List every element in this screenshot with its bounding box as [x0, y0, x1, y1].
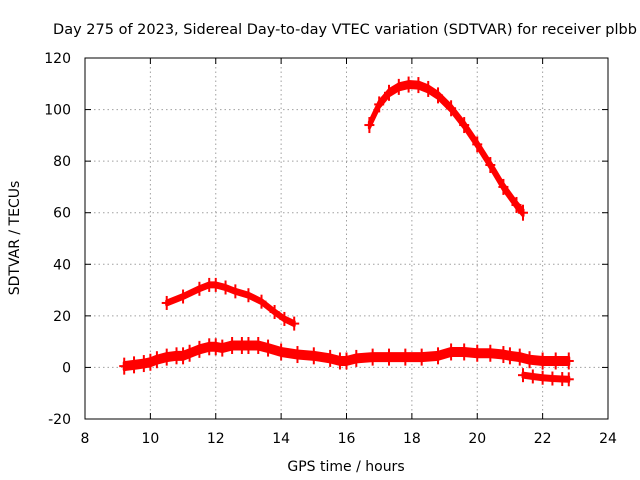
data-point — [230, 284, 241, 299]
data-point — [289, 316, 300, 331]
data-point — [504, 347, 515, 365]
data-point — [498, 178, 509, 195]
x-axis: 8 10 12 14 16 18 20 22 24 — [81, 58, 617, 447]
x-tick-label: 18 — [403, 431, 421, 447]
data-point — [403, 76, 414, 93]
data-point — [129, 356, 140, 374]
data-point — [485, 157, 496, 174]
series-band-line — [367, 86, 525, 218]
data-point — [550, 352, 561, 370]
data-point — [194, 340, 205, 358]
data-point — [217, 339, 228, 357]
data-point — [393, 78, 404, 95]
data-point — [119, 357, 130, 375]
data-point — [263, 339, 274, 357]
data-point — [563, 372, 574, 387]
data-point — [161, 348, 172, 366]
data-point — [383, 84, 394, 101]
data-point — [243, 288, 254, 303]
data-point — [498, 346, 509, 364]
series-arc-low-baseline — [119, 337, 574, 375]
data-point — [413, 77, 424, 94]
series-arc-large-hump — [364, 76, 529, 221]
data-point — [138, 355, 149, 373]
data-point — [416, 348, 427, 366]
y-tick-label: 80 — [53, 154, 71, 170]
data-point — [527, 369, 538, 384]
x-tick-label: 12 — [207, 431, 225, 447]
data-point — [514, 348, 525, 366]
data-point — [279, 311, 290, 326]
data-point — [374, 96, 385, 113]
series-band-line — [521, 375, 571, 383]
data-point — [308, 347, 319, 365]
y-tick-label: 100 — [44, 103, 71, 119]
data-point — [383, 348, 394, 366]
data-point — [161, 295, 172, 310]
x-tick-label: 20 — [468, 431, 486, 447]
data-point — [423, 80, 434, 97]
data-point — [145, 353, 156, 371]
data-point — [446, 343, 457, 361]
y-tick-label: 120 — [44, 51, 71, 67]
x-tick-label: 10 — [141, 431, 159, 447]
data-point — [446, 100, 457, 117]
data-point — [253, 337, 264, 355]
x-tick-label: 8 — [81, 431, 90, 447]
data-point — [194, 281, 205, 296]
data-point — [459, 343, 470, 361]
y-axis: -20 0 20 40 60 80 100 120 — [44, 51, 608, 428]
data-point — [518, 368, 529, 383]
y-tick-label: 20 — [53, 309, 71, 325]
data-point — [341, 352, 352, 370]
data-point — [537, 352, 548, 370]
x-tick-label: 14 — [272, 431, 290, 447]
data-point — [400, 348, 411, 366]
y-axis-label: SDTVAR / TECUs — [7, 181, 23, 296]
x-tick-label: 16 — [338, 431, 356, 447]
data-point — [210, 338, 221, 356]
data-point — [433, 347, 444, 365]
chart-title: Day 275 of 2023, Sidereal Day-to-day VTE… — [53, 22, 637, 38]
data-point — [433, 87, 444, 104]
data-point — [292, 346, 303, 364]
data-point — [547, 371, 558, 386]
data-point — [364, 117, 375, 134]
data-point — [485, 344, 496, 362]
data-point — [563, 352, 574, 370]
data-point — [325, 349, 336, 367]
data-point — [269, 304, 280, 319]
data-point — [220, 280, 231, 295]
data-point — [367, 348, 378, 366]
data-point — [227, 337, 238, 355]
data-point — [351, 349, 362, 367]
data-point — [537, 370, 548, 385]
data-point — [276, 343, 287, 361]
data-point — [178, 347, 189, 365]
x-axis-label: GPS time / hours — [287, 459, 404, 475]
y-tick-label: 40 — [53, 257, 71, 273]
y-tick-label: 60 — [53, 206, 71, 222]
data-point — [459, 117, 470, 134]
series-arc-negative-tail — [518, 368, 574, 387]
series-arc-small-hump — [161, 277, 300, 331]
data-point — [518, 204, 529, 221]
data-point — [178, 289, 189, 304]
data-point — [511, 196, 522, 213]
y-tick-label: -20 — [48, 412, 71, 428]
data-point — [472, 344, 483, 362]
data-point — [243, 337, 254, 355]
data-point — [472, 136, 483, 153]
data-point — [210, 277, 221, 292]
y-tick-label: 0 — [62, 360, 71, 376]
data-point — [184, 344, 195, 362]
data-point — [524, 351, 535, 369]
data-series — [119, 76, 574, 387]
x-tick-label: 24 — [599, 431, 617, 447]
data-point — [256, 294, 267, 309]
x-tick-label: 22 — [534, 431, 552, 447]
data-point — [151, 351, 162, 369]
